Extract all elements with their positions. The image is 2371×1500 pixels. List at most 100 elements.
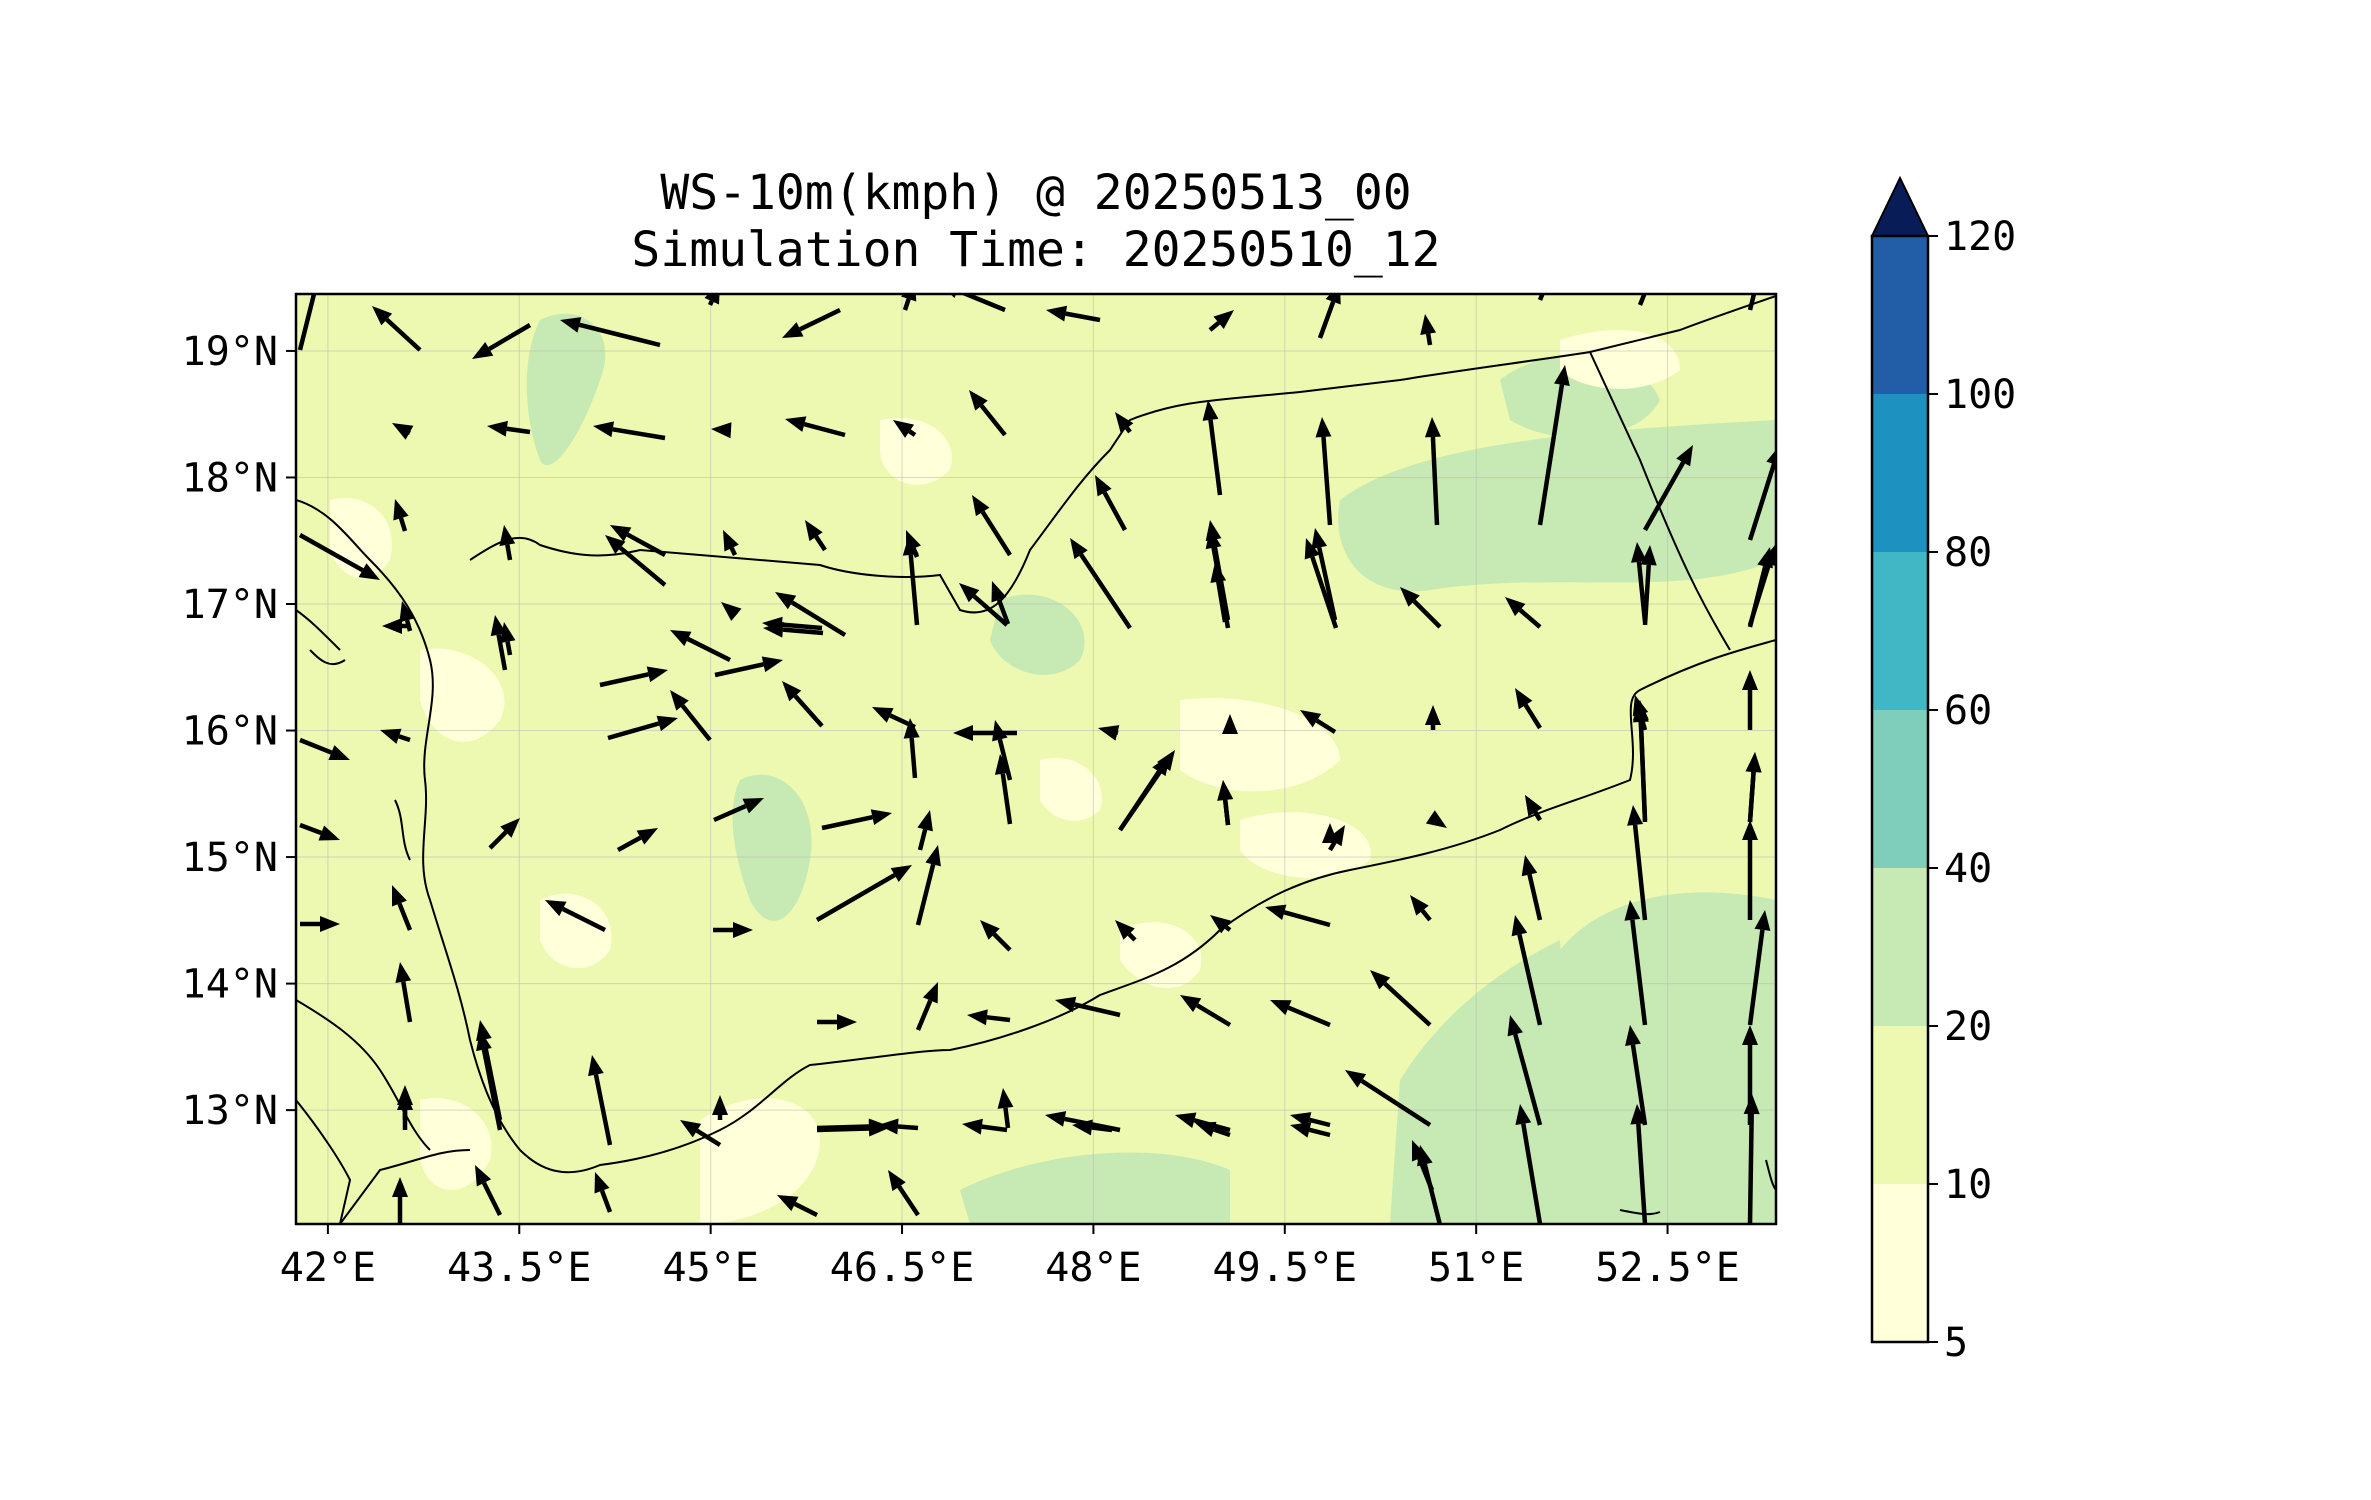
- wind-arrow: [1640, 545, 1657, 626]
- colorbar-extend-max: [1870, 175, 1930, 237]
- band-5-10-patch: [880, 418, 952, 485]
- wind-arrow: [878, 1118, 919, 1135]
- wind-arrow: [593, 421, 666, 441]
- coastline-island: [296, 609, 346, 666]
- wind-arrow: [713, 798, 764, 823]
- wind-arrow: [1265, 904, 1331, 928]
- y-tick-label: 19°N: [182, 329, 278, 375]
- wind-arrow: [1210, 915, 1232, 934]
- wind-arrow: [297, 294, 317, 351]
- wind-arrow: [1195, 1121, 1231, 1138]
- colorbar-frame: [1870, 234, 1930, 1344]
- colorbar-band: [1872, 710, 1928, 868]
- wind-arrow: [1072, 1119, 1113, 1136]
- wind-arrow: [817, 1014, 857, 1030]
- wind-arrow: [901, 294, 917, 311]
- x-tick-label: 45°E: [662, 1245, 758, 1291]
- wind-arrow: [1632, 700, 1649, 821]
- band-5-10-patch: [1240, 812, 1371, 879]
- wind-arrow: [1420, 314, 1437, 346]
- colorbar-band: [1872, 1184, 1928, 1342]
- wind-arrow: [821, 809, 892, 831]
- y-tick-label: 18°N: [182, 455, 278, 501]
- band-20-40-patch: [526, 313, 606, 466]
- x-tick-label: 48°E: [1045, 1245, 1141, 1291]
- wind-arrow: [1046, 305, 1101, 323]
- band-5-10-patch: [420, 1098, 492, 1190]
- band-20-40-patch: [960, 1152, 1230, 1224]
- wind-arrow: [499, 622, 516, 656]
- wind-arrow: [1345, 1070, 1432, 1127]
- wind-arrow: [1290, 1122, 1331, 1138]
- band-20-40-patch: [1390, 940, 1580, 1224]
- wind-arrow: [1070, 538, 1132, 630]
- wind-arrow: [670, 630, 732, 663]
- wind-arrow: [1315, 417, 1333, 526]
- wind-arrow: [782, 307, 841, 338]
- wind-arrow: [962, 1118, 1008, 1135]
- wind-arrow: [490, 615, 508, 671]
- wind-arrow: [392, 1177, 408, 1224]
- x-tick-label: 49.5°E: [1213, 1245, 1358, 1291]
- coastline: [296, 1099, 352, 1224]
- wind-arrow: [1055, 996, 1121, 1018]
- wind-arrow: [777, 1195, 819, 1218]
- wind-arrow: [917, 810, 933, 851]
- wind-arrow: [670, 690, 712, 742]
- band-5-10-patch: [1180, 698, 1340, 792]
- colorbar-tick-label: 100: [1944, 372, 2016, 418]
- band-5-10-patch: [1040, 758, 1102, 821]
- wind-arrow: [723, 530, 739, 556]
- wind-arrow: [680, 1120, 722, 1147]
- graticule: [296, 294, 1776, 1224]
- wind-arrow: [967, 1009, 1011, 1026]
- wind-arrow: [704, 294, 720, 306]
- band-20-40-patch: [1338, 420, 1776, 592]
- wind-arrow: [380, 728, 411, 744]
- wind-arrow: [1747, 449, 1776, 541]
- colorbar-tick-label: 20: [1944, 1004, 1992, 1050]
- wind-arrow: [816, 1118, 889, 1135]
- wind-arrow: [1515, 1104, 1543, 1224]
- wind-arrow: [714, 656, 783, 678]
- wind-arrow: [1300, 710, 1337, 734]
- wind-arrow: [1400, 587, 1442, 629]
- wind-arrow: [616, 828, 658, 852]
- wind-arrow: [299, 822, 340, 841]
- wind-arrow: [1304, 538, 1339, 629]
- wind-arrow: [1327, 825, 1345, 852]
- colorbar-tick-label: 10: [1944, 1162, 1992, 1208]
- wind-arrow: [1425, 705, 1441, 730]
- wind-arrow: [393, 499, 409, 532]
- wind-arrow: [1643, 445, 1693, 532]
- wind-arrow: [775, 592, 847, 637]
- wind-arrow: [1098, 725, 1120, 741]
- wind-arrow: [476, 1030, 503, 1131]
- y-tick-label: 14°N: [182, 962, 278, 1008]
- wind-arrow: [599, 666, 668, 688]
- wind-arrow: [915, 845, 941, 926]
- wind-arrow: [1222, 714, 1238, 734]
- colorbar-band: [1872, 552, 1928, 710]
- wind-arrow: [1505, 597, 1542, 629]
- wind-arrow: [392, 885, 413, 931]
- wind-arrow: [1515, 688, 1542, 730]
- wind-arrow: [610, 525, 667, 557]
- wind-arrow: [805, 520, 827, 552]
- border-oman: [1589, 351, 1731, 651]
- wind-arrow: [1180, 995, 1232, 1027]
- y-axis: 19°N 18°N 17°N 16°N 15°N 14°N 13°N: [182, 329, 296, 1134]
- colorbar-band: [1872, 394, 1928, 552]
- wind-arrow: [902, 535, 920, 626]
- wind-arrow: [298, 533, 380, 580]
- wind-arrow: [1521, 855, 1543, 921]
- map-subtitle: Simulation Time: 20250510_12: [631, 222, 1441, 278]
- colorbar-tick-label: 40: [1944, 846, 1992, 892]
- wind-arrow: [1115, 920, 1137, 942]
- wind-arrow: [782, 681, 824, 728]
- wind-arrow: [1424, 417, 1441, 526]
- wind-arrow: [1625, 1025, 1648, 1126]
- wind-arrow: [475, 1165, 503, 1217]
- band-5-10-patch: [1560, 330, 1680, 389]
